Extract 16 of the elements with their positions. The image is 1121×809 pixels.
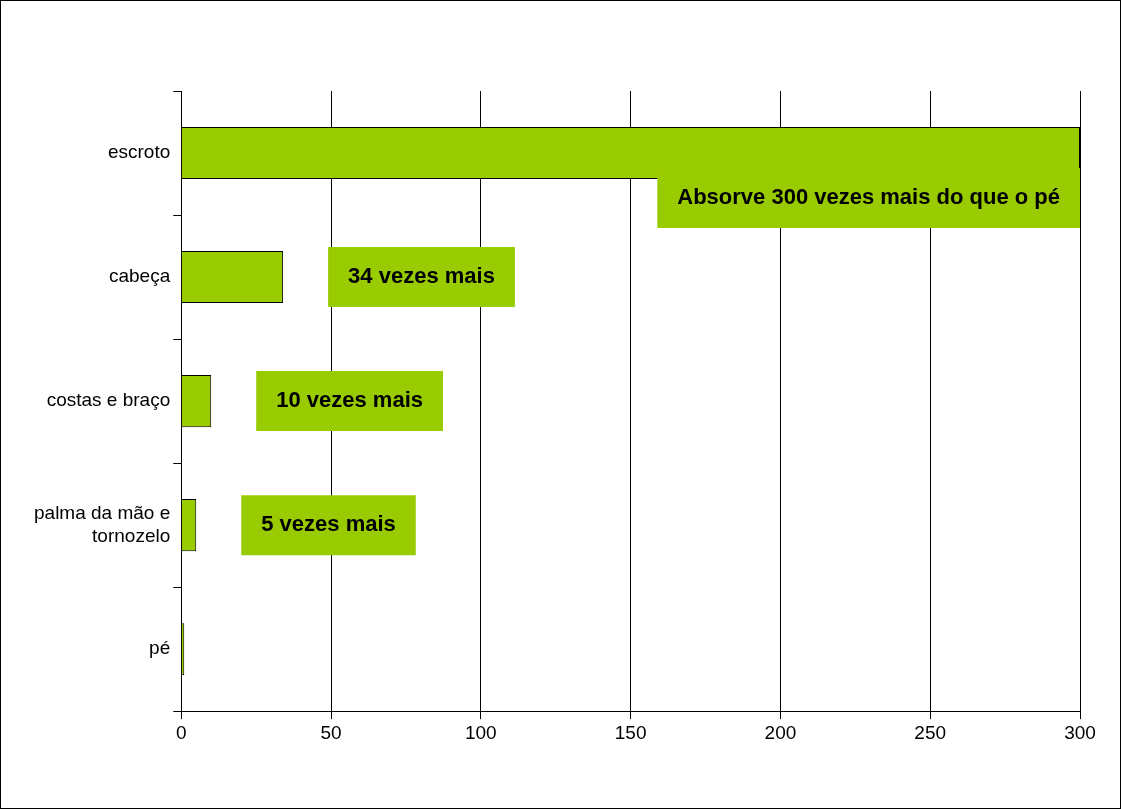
y-tick-label: escroto xyxy=(107,141,171,163)
y-tick-label: costas e braço xyxy=(46,389,171,411)
annotation: Absorve 300 vezes mais do que o pé xyxy=(677,184,1061,210)
x-tick-label: 250 xyxy=(914,721,947,743)
x-tick-label: 0 xyxy=(175,721,187,743)
x-tick-label: 50 xyxy=(320,721,342,743)
y-tick-label: cabeça xyxy=(108,265,171,287)
x-tick-label: 300 xyxy=(1064,721,1096,743)
x-tick-label: 200 xyxy=(764,721,797,743)
y-tick-label: pé xyxy=(149,637,171,659)
annotation: 5 vezes mais xyxy=(261,511,396,537)
y-tick-label: palma da mão e tornozelo xyxy=(34,501,171,546)
x-tick-label: 100 xyxy=(464,721,497,743)
annotation: 10 vezes mais xyxy=(276,387,423,413)
x-tick-label: 150 xyxy=(614,721,647,743)
annotation: 34 vezes mais xyxy=(348,263,495,289)
